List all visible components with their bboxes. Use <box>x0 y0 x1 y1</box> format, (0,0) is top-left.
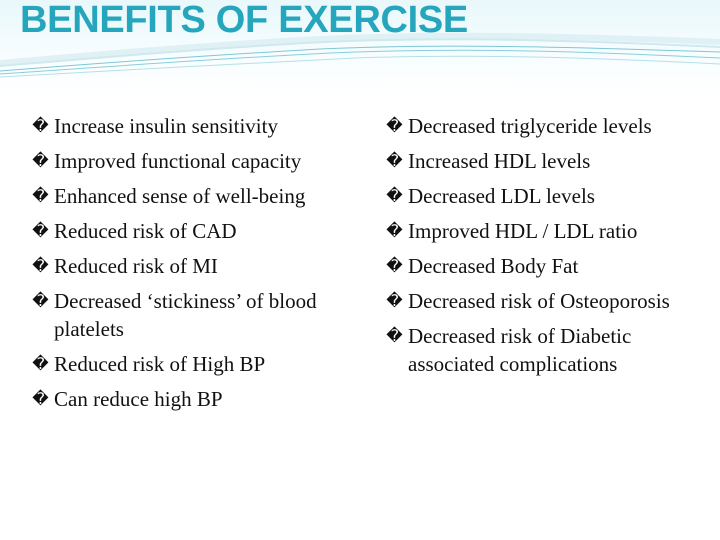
list-item-label: Improved HDL / LDL ratio <box>408 219 638 243</box>
replacement-character-icon: � <box>386 116 403 135</box>
replacement-character-icon: � <box>32 116 49 135</box>
replacement-character-icon: � <box>32 389 49 408</box>
list-item-label: Reduced risk of High BP <box>54 352 266 376</box>
list-item: � Improved functional capacity <box>31 147 351 175</box>
title-banner: BENEFITS OF EXERCISE <box>0 0 720 96</box>
replacement-character-icon: � <box>32 186 49 205</box>
list-item: � Decreased triglyceride levels <box>385 112 700 140</box>
list-item: � Decreased ‘stickiness’ of blood platel… <box>31 287 351 343</box>
list-item: � Decreased LDL levels <box>385 182 700 210</box>
left-benefits-list: � Increase insulin sensitivity � Improve… <box>31 112 351 420</box>
replacement-character-icon: � <box>386 326 403 345</box>
replacement-character-icon: � <box>32 151 49 170</box>
list-item: � Reduced risk of MI <box>31 252 351 280</box>
list-item-label: Increased HDL levels <box>408 149 591 173</box>
replacement-character-icon: � <box>32 354 49 373</box>
list-item-label: Reduced risk of CAD <box>54 219 237 243</box>
list-item-label: Improved functional capacity <box>54 149 302 173</box>
replacement-character-icon: � <box>386 256 403 275</box>
replacement-character-icon: � <box>32 256 49 275</box>
list-item-label: Decreased triglyceride levels <box>408 114 652 138</box>
replacement-character-icon: � <box>386 221 403 240</box>
list-item: � Decreased Body Fat <box>385 252 700 280</box>
list-item-label: Increase insulin sensitivity <box>54 114 278 138</box>
list-item-label: Decreased risk of Osteoporosis <box>408 289 670 313</box>
replacement-character-icon: � <box>32 221 49 240</box>
list-item-label: Decreased ‘stickiness’ of blood platelet… <box>54 289 317 341</box>
list-item-label: Reduced risk of MI <box>54 254 218 278</box>
list-item-label: Decreased LDL levels <box>408 184 595 208</box>
right-benefits-list: � Decreased triglyceride levels � Increa… <box>385 112 700 385</box>
list-item: � Reduced risk of High BP <box>31 350 351 378</box>
replacement-character-icon: � <box>386 186 403 205</box>
list-item: � Increased HDL levels <box>385 147 700 175</box>
list-item: � Decreased risk of Osteoporosis <box>385 287 700 315</box>
list-item: � Can reduce high BP <box>31 385 351 413</box>
list-item-label: Decreased Body Fat <box>408 254 579 278</box>
list-item: � Increase insulin sensitivity <box>31 112 351 140</box>
page-title: BENEFITS OF EXERCISE <box>20 0 468 41</box>
replacement-character-icon: � <box>32 291 49 310</box>
list-item-label: Can reduce high BP <box>54 387 223 411</box>
list-item: � Decreased risk of Diabetic associated … <box>385 322 700 378</box>
replacement-character-icon: � <box>386 291 403 310</box>
list-item: � Enhanced sense of well-being <box>31 182 351 210</box>
list-item: � Reduced risk of CAD <box>31 217 351 245</box>
list-item: � Improved HDL / LDL ratio <box>385 217 700 245</box>
list-item-label: Enhanced sense of well-being <box>54 184 306 208</box>
decorative-wave <box>0 32 720 78</box>
replacement-character-icon: � <box>386 151 403 170</box>
list-item-label: Decreased risk of Diabetic associated co… <box>408 324 632 376</box>
